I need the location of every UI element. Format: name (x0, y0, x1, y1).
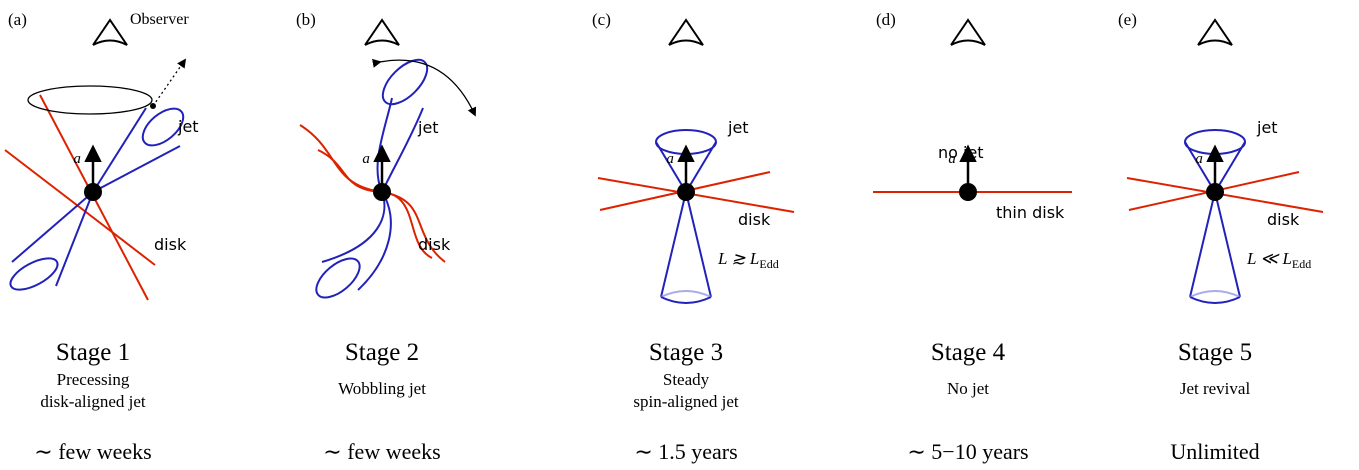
disk (4, 149, 156, 266)
jet (1189, 191, 1241, 298)
luminosity-sub: Edd (1292, 257, 1311, 271)
spin-label: a⃗ (73, 151, 92, 167)
stage-title: Stage 2 (345, 339, 419, 366)
stage-title: Stage 3 (649, 339, 723, 366)
luminosity-main: L ≳ L (717, 249, 759, 268)
stage-description: No jet (947, 379, 989, 398)
stage-title: Stage 4 (931, 339, 1006, 366)
precession-orbit (27, 85, 153, 115)
jet-rim (660, 296, 712, 304)
stage-duration: ∼ few weeks (34, 439, 151, 464)
observer-label: Observer (130, 11, 189, 28)
black-hole (373, 183, 391, 201)
disk (597, 177, 795, 213)
panel-label: (c) (592, 10, 611, 29)
disk-label: thin disk (996, 203, 1065, 222)
jet-label: jet (1256, 118, 1278, 137)
jet (376, 97, 424, 193)
jet (92, 107, 181, 193)
stage-title: Stage 1 (56, 339, 130, 366)
disk-label: disk (418, 235, 451, 254)
luminosity-label: L ≳ LEdd (717, 249, 779, 271)
stage-description: Wobbling jet (338, 379, 426, 398)
disk-label: disk (154, 235, 187, 254)
luminosity-label: L ≪ LEdd (1246, 249, 1311, 271)
observer-eye (950, 18, 986, 46)
luminosity-main: L ≪ L (1246, 249, 1292, 268)
spin-label: a⃗ (1195, 151, 1214, 167)
observer-eye (1197, 18, 1233, 46)
jet-rim (1189, 290, 1241, 298)
observer-eye (92, 18, 128, 46)
spin-label: a⃗ (948, 151, 967, 167)
black-hole (84, 183, 102, 201)
panel-label: (e) (1118, 10, 1137, 29)
panel-label: (b) (296, 10, 316, 29)
stage-description: Jet revival (1180, 379, 1251, 398)
jet-rim (660, 290, 712, 298)
jet (660, 191, 712, 298)
disk-label: disk (1267, 210, 1300, 229)
jet-rim (1189, 296, 1241, 304)
jet-label: jet (727, 118, 749, 137)
stage-description: Precessing (57, 370, 130, 389)
black-hole (1206, 183, 1224, 201)
luminosity-sub: Edd (759, 257, 778, 271)
jet-label: jet (417, 118, 439, 137)
jet (11, 191, 94, 287)
observer-eye (668, 18, 704, 46)
stage-description: spin-aligned jet (633, 392, 739, 411)
black-hole (959, 183, 977, 201)
stage-duration: ∼ 1.5 years (634, 439, 737, 464)
jet-label: jet (177, 117, 199, 136)
jet-rim (141, 107, 185, 147)
observer-eye (364, 18, 400, 46)
jet-direction (152, 58, 187, 107)
stage-description: Steady (663, 370, 710, 389)
spin-label: a⃗ (666, 151, 685, 167)
panel-label: (d) (876, 10, 896, 29)
disk (1126, 177, 1324, 213)
spin-label: a⃗ (362, 151, 381, 167)
disk-label: disk (738, 210, 771, 229)
stage-description: disk-aligned jet (40, 392, 146, 411)
black-hole (677, 183, 695, 201)
stage-duration: ∼ 5−10 years (907, 439, 1028, 464)
wobble-arrow (372, 58, 477, 117)
stage-duration: Unlimited (1170, 439, 1259, 464)
jet-rim (315, 257, 361, 299)
panel-label: (a) (8, 10, 27, 29)
stage-duration: ∼ few weeks (323, 439, 440, 464)
jet-rim (9, 257, 59, 291)
stage-title: Stage 5 (1178, 339, 1252, 366)
